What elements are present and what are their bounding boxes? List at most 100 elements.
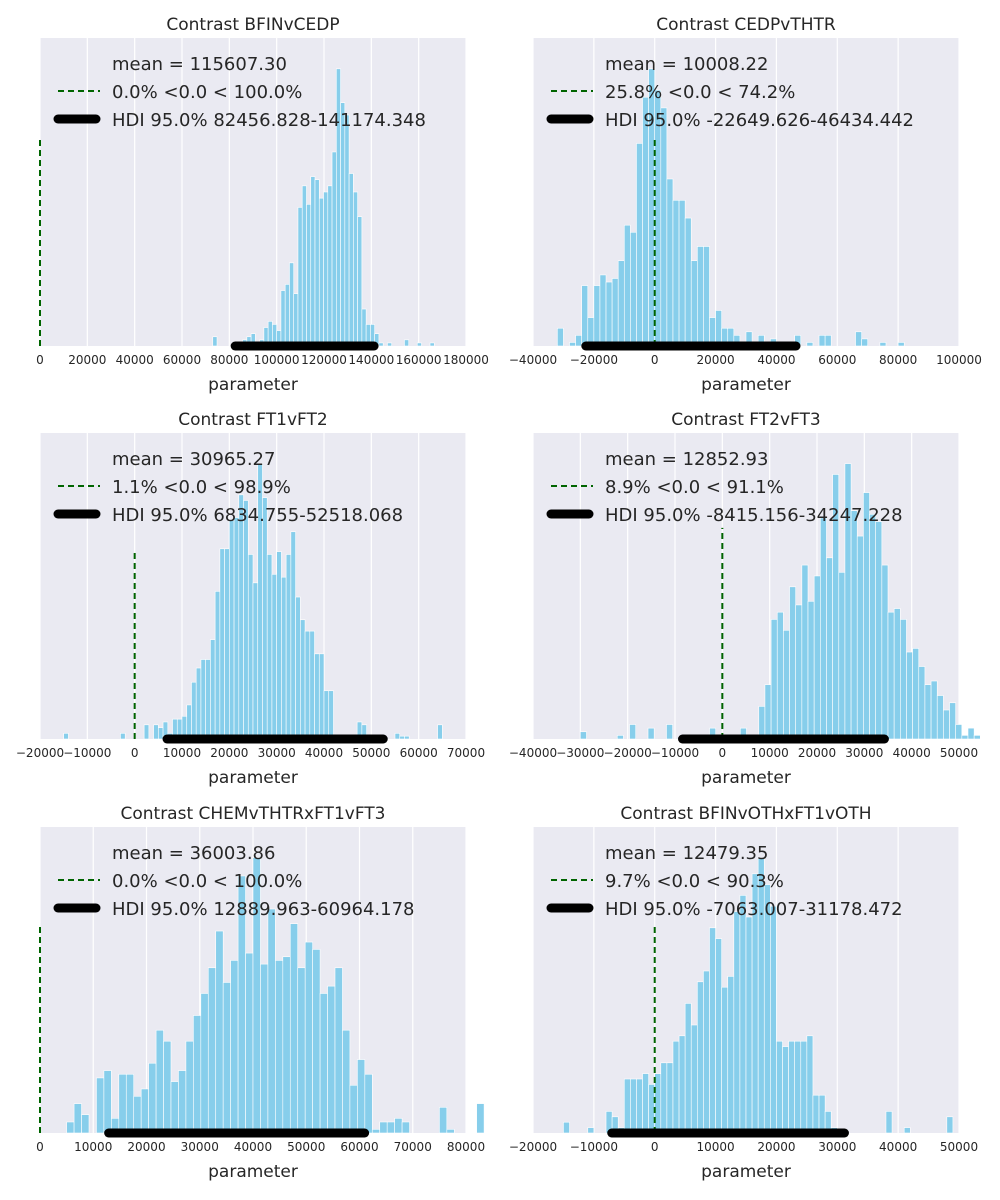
histogram-bar — [323, 690, 330, 740]
histogram-bar — [342, 1029, 351, 1134]
histogram-bar — [328, 690, 334, 740]
histogram-bar — [575, 335, 582, 347]
histogram-bar — [879, 342, 887, 347]
histogram-bar — [678, 199, 686, 347]
x-tick-label: −30000 — [556, 746, 604, 760]
histogram-bar — [856, 535, 864, 740]
histogram-bar — [243, 500, 249, 740]
histogram-bar — [973, 735, 981, 740]
x-tick-label: 0 — [36, 1140, 44, 1154]
histogram-bar — [818, 1094, 826, 1134]
histogram-bar — [826, 557, 833, 740]
x-tick-label: −10000 — [651, 746, 699, 760]
x-tick-label: 180000 — [443, 353, 489, 367]
histogram-bar — [285, 554, 292, 740]
legend-mean: mean = 30965.27 — [112, 449, 275, 470]
histogram-bars — [212, 68, 435, 347]
histogram-bar — [153, 724, 159, 740]
x-tick-label: 60000 — [340, 1140, 378, 1154]
histogram-bar — [739, 895, 747, 1134]
histogram-bar — [404, 339, 410, 347]
legend: mean = 10008.22 25.8% <0.0 < 74.2% HDI 95.… — [546, 54, 914, 131]
x-tick-label: 10000 — [751, 746, 789, 760]
histogram-bar — [282, 956, 291, 1134]
histogram-bar — [186, 704, 192, 740]
x-tick-label: −10000 — [570, 1140, 618, 1154]
histogram-bar — [946, 1116, 954, 1134]
histogram-bar — [709, 927, 716, 1134]
histogram-bar — [587, 1127, 595, 1134]
x-tick-label: 80000 — [879, 353, 917, 367]
histogram-bar — [887, 611, 895, 740]
x-tick-label: 20000 — [127, 1140, 165, 1154]
x-tick-label: 0 — [651, 1140, 659, 1154]
histogram-bar — [361, 308, 367, 347]
histogram-bar — [399, 735, 405, 740]
histogram-bar — [120, 733, 126, 740]
histogram-bar — [955, 724, 963, 740]
histogram-bar — [290, 531, 296, 740]
histogram-bar — [252, 582, 259, 740]
histogram-bar — [838, 572, 846, 740]
histogram-bar — [782, 1046, 789, 1134]
histogram-bar — [647, 727, 655, 740]
x-tick-label: 100000 — [936, 353, 982, 367]
histogram-bar — [103, 1070, 112, 1134]
histogram-bar — [260, 963, 269, 1134]
legend-hdi: HDI 95.0% 6834.755-52518.068 — [112, 505, 403, 526]
legend-reference: 0.0% <0.0 < 100.0% — [112, 82, 302, 103]
legend-reference: 9.7% <0.0 < 90.3% — [605, 871, 784, 892]
x-tick-label: 30000 — [258, 746, 296, 760]
legend-hdi: HDI 95.0% -8415.156-34247.228 — [605, 505, 903, 526]
histogram-bar — [776, 1040, 783, 1134]
legend: mean = 36003.86 0.0% <0.0 < 100.0% HDI 95.… — [53, 843, 415, 920]
histogram-bar — [806, 342, 814, 347]
histogram-bar — [245, 952, 254, 1134]
x-tick-label: 50000 — [940, 746, 978, 760]
histogram-bar — [818, 335, 826, 347]
histogram-bar — [697, 981, 704, 1134]
histogram-bar — [813, 575, 821, 740]
chart-panel: −20000 −10000 0 10000 20000 30000 40000 50000 pa… — [509, 804, 978, 1182]
histogram-bar — [758, 706, 766, 740]
x-tick-label: 40000 — [757, 353, 795, 367]
x-tick-label: −20000 — [509, 1140, 557, 1154]
histogram-bar — [690, 260, 698, 347]
x-tick-label: 40000 — [879, 1140, 917, 1154]
histogram-bar — [207, 967, 217, 1134]
x-tick-label: 70000 — [394, 1140, 432, 1154]
legend: mean = 115607.30 0.0% <0.0 < 100.0% HDI 95… — [53, 54, 426, 131]
x-tick-label: −10000 — [63, 746, 111, 760]
histogram-bar — [788, 1040, 795, 1134]
legend-reference: 8.9% <0.0 < 91.1% — [605, 477, 784, 498]
histogram-bar — [247, 554, 254, 740]
histogram-bar — [224, 548, 230, 740]
legend-hdi: HDI 95.0% 82456.828-141174.348 — [112, 110, 426, 131]
histogram-bar — [642, 1073, 649, 1134]
histogram-bar — [300, 619, 306, 740]
histogram-bar — [212, 336, 218, 347]
x-tick-label: 10000 — [74, 1140, 112, 1154]
histogram-bar — [63, 733, 69, 740]
histogram-bar — [863, 492, 870, 740]
x-tick-label: 20000 — [757, 1140, 795, 1154]
x-tick-label: −20000 — [16, 746, 64, 760]
x-tick-label: −40000 — [509, 746, 557, 760]
histogram-bar — [378, 342, 384, 347]
x-tick-label: 40000 — [893, 746, 931, 760]
histogram-bar — [66, 1121, 75, 1134]
histogram-bar — [764, 684, 772, 740]
x-tick-label: 0 — [131, 746, 139, 760]
x-tick-label: 40000 — [305, 746, 343, 760]
x-tick-label: 60000 — [400, 746, 438, 760]
x-axis-label: parameter — [208, 768, 298, 788]
histogram-bar — [800, 1040, 808, 1134]
histogram-bar — [262, 497, 268, 740]
x-axis-label: parameter — [701, 768, 791, 788]
x-tick-label: 80000 — [210, 353, 248, 367]
histogram-bar — [611, 278, 619, 347]
x-tick-label: 30000 — [845, 746, 883, 760]
histogram-bar — [318, 197, 324, 347]
histogram-bar — [943, 709, 950, 740]
